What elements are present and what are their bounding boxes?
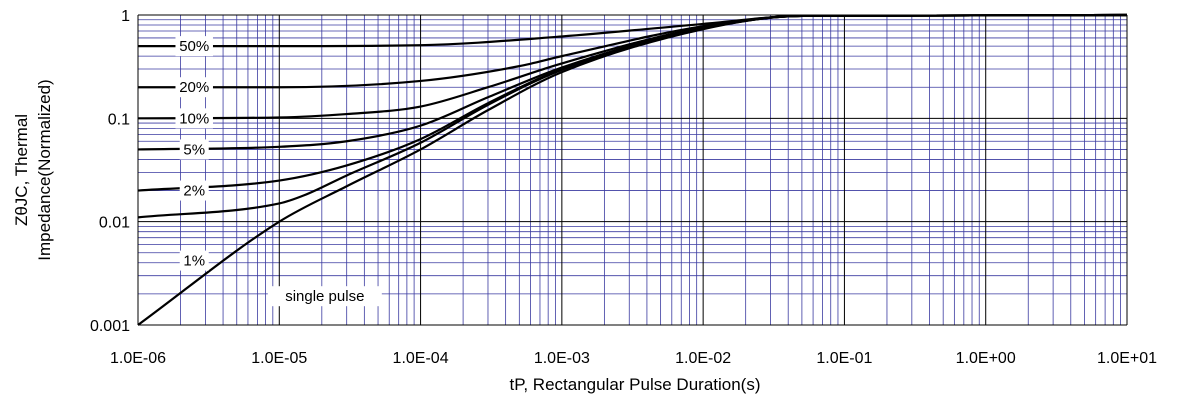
series-label-10pct: 10%: [179, 110, 209, 127]
x-tick-label: 1.0E+00: [956, 350, 1016, 367]
series-label-background: [175, 108, 213, 129]
y-tick-label: 0.01: [99, 215, 130, 232]
y-tick-label: 1: [121, 8, 130, 25]
series-labels: 50% 20% 10% 5% 2% 1% single pulse: [175, 36, 382, 307]
y-axis-title-line1: ZθJC, Thermal: [12, 114, 31, 226]
x-tick-label: 1.0E+01: [1097, 350, 1157, 367]
y-axis-title-line2: Impedance(Normalized): [35, 79, 54, 260]
series-line-20pct: [138, 13, 1128, 89]
y-tick-label: 0.1: [108, 111, 130, 128]
series-label-1pct: 1%: [183, 253, 205, 270]
y-tick-label: 0.001: [90, 318, 130, 335]
series-line-5pct: [137, 13, 1128, 151]
x-tick-label: 1.0E-01: [816, 350, 872, 367]
x-tick-label: 1.0E-05: [251, 350, 307, 367]
x-axis-title: tP, Rectangular Pulse Duration(s): [509, 375, 760, 394]
series-label-background: [179, 139, 209, 160]
series-label-2pct: 2%: [183, 183, 205, 200]
x-tick-label: 1.0E-06: [110, 350, 166, 367]
series-label-50pct: 50%: [179, 38, 209, 55]
tick-labels: 1.0E-06 1.0E-05 1.0E-04 1.0E-03 1.0E-02 1.0E-…: [90, 8, 1157, 367]
x-tick-label: 1.0E-02: [675, 350, 731, 367]
series-label-5pct: 5%: [183, 141, 205, 158]
series-line-single-pulse: [137, 13, 1128, 326]
series-lines: [137, 13, 1128, 326]
series-line-2pct: [137, 13, 1128, 192]
x-tick-label: 1.0E-04: [393, 350, 449, 367]
series-label-background: [175, 77, 213, 98]
series-label-background: [179, 180, 209, 201]
x-tick-label: 1.0E-03: [534, 350, 590, 367]
series-label-background: [175, 36, 213, 57]
series-label-background: [267, 286, 382, 307]
series-label-20pct: 20%: [179, 79, 209, 96]
series-label-single-pulse: single pulse: [285, 288, 364, 305]
series-label-background: [179, 250, 209, 271]
grid-lines: [137, 14, 1128, 326]
